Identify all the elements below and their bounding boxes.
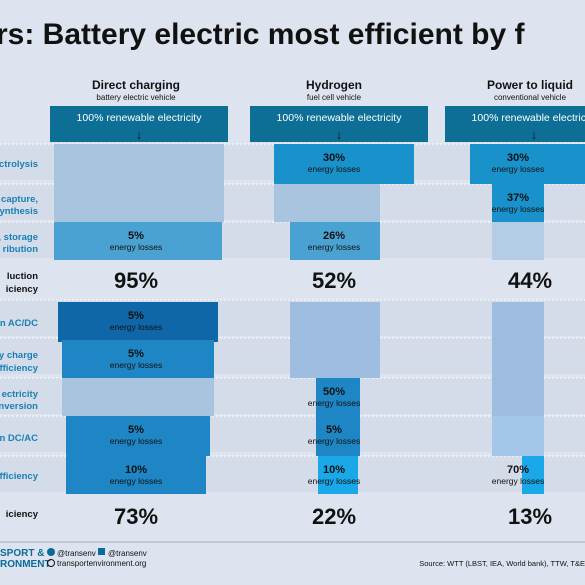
footer-facebook: @transenv: [108, 549, 147, 558]
footer-org-line1: SPORT &: [0, 548, 44, 559]
efficiency-bar: [492, 184, 544, 222]
renewable-header-box: [445, 106, 585, 142]
efficiency-bar: [54, 184, 224, 222]
efficiency-bar: [58, 302, 218, 342]
efficiency-bar: [492, 340, 544, 378]
row-label: on DC/AC: [0, 433, 38, 444]
row-label: , storage: [0, 232, 38, 243]
row-label: nversion: [0, 401, 38, 412]
loss-caption: energy losses: [110, 476, 162, 486]
efficiency-bar: [62, 340, 214, 378]
footer-twitter: @transenv: [57, 549, 96, 558]
footer-org-line2: RONMENT: [0, 559, 51, 570]
efficiency-bar: [492, 378, 544, 418]
loss-value: 5%: [128, 230, 144, 242]
loss-value: 5%: [128, 424, 144, 436]
column-subtitle: battery electric vehicle: [96, 93, 176, 102]
footer-website: transportenvironment.org: [57, 559, 146, 568]
overall-efficiency-value: 22%: [312, 504, 356, 529]
row-label: on AC/DC: [0, 318, 38, 329]
loss-value: 5%: [326, 424, 342, 436]
efficiency-bar: [492, 302, 544, 342]
footer-source: Source: WTT (LBST, IEA, World bank), TTW…: [419, 559, 585, 568]
loss-caption: energy losses: [308, 476, 360, 486]
efficiency-bar: [66, 456, 206, 494]
twitter-icon: [47, 548, 55, 556]
loss-value: 10%: [323, 464, 345, 476]
row-label: ribution: [3, 244, 39, 255]
efficiency-bar: [492, 222, 544, 260]
loss-value: 70%: [507, 464, 529, 476]
loss-caption: energy losses: [110, 322, 162, 332]
efficiency-bar: [522, 456, 544, 494]
loss-caption: energy losses: [308, 436, 360, 446]
loss-caption: energy losses: [492, 476, 544, 486]
row-label: ectricity: [2, 389, 39, 400]
loss-caption: energy losses: [110, 360, 162, 370]
row-label: synthesis: [0, 206, 38, 217]
loss-caption: energy losses: [308, 242, 360, 252]
globe-icon: [47, 559, 55, 567]
chart-title: rs: Battery electric most efficient by f: [0, 18, 526, 51]
efficiency-bar: [316, 416, 360, 456]
loss-caption: energy losses: [492, 204, 544, 214]
efficiency-bar: [290, 302, 380, 340]
production-efficiency-value: 95%: [114, 268, 158, 293]
efficiency-bar: [470, 144, 585, 184]
efficiency-bar: [54, 222, 222, 260]
efficiency-bar: [318, 456, 358, 494]
overall-efficiency-value: 73%: [114, 504, 158, 529]
row-label: capture,: [1, 194, 38, 205]
row-label: fficiency: [0, 363, 39, 374]
loss-value: 30%: [323, 152, 345, 164]
down-arrow-icon: ↓: [336, 127, 343, 142]
efficiency-bar: [290, 222, 380, 260]
loss-value: 50%: [323, 386, 345, 398]
column-title: Direct charging: [92, 78, 180, 92]
renewable-label: 100% renewable electricity: [277, 112, 403, 124]
facebook-icon: [98, 548, 105, 555]
efficiency-bar: [274, 184, 380, 222]
loss-caption: energy losses: [492, 164, 544, 174]
column-subtitle: conventional vehicle: [494, 93, 567, 102]
row-label: iciency: [6, 509, 39, 520]
loss-caption: energy losses: [110, 436, 162, 446]
loss-value: 37%: [507, 192, 529, 204]
production-efficiency-value: 52%: [312, 268, 356, 293]
row-label: fficiency: [0, 471, 39, 482]
loss-value: 30%: [507, 152, 529, 164]
efficiency-bar: [274, 144, 414, 184]
renewable-label: 100% renewable electricity: [472, 112, 585, 124]
renewable-header-box: [50, 106, 228, 142]
efficiency-bar: [492, 416, 544, 456]
renewable-header-box: [250, 106, 428, 142]
column-title: Hydrogen: [306, 78, 362, 92]
production-efficiency-value: 44%: [508, 268, 552, 293]
row-label: ctrolysis: [0, 159, 38, 170]
efficiency-bar: [290, 340, 380, 378]
efficiency-bar: [62, 378, 214, 416]
row-label: luction: [7, 271, 38, 282]
loss-value: 10%: [125, 464, 147, 476]
efficiency-bar: [316, 378, 360, 418]
down-arrow-icon: ↓: [136, 127, 143, 142]
loss-value: 26%: [323, 230, 345, 242]
overall-efficiency-value: 13%: [508, 504, 552, 529]
loss-value: 5%: [128, 310, 144, 322]
renewable-label: 100% renewable electricity: [77, 112, 203, 124]
column-subtitle: fuel cell vehicle: [307, 93, 362, 102]
loss-value: 5%: [128, 348, 144, 360]
loss-caption: energy losses: [308, 398, 360, 408]
efficiency-bar: [66, 416, 210, 456]
down-arrow-icon: ↓: [531, 127, 538, 142]
loss-caption: energy losses: [308, 164, 360, 174]
loss-caption: energy losses: [110, 242, 162, 252]
efficiency-bar: [54, 144, 224, 184]
row-label: y charge: [0, 350, 38, 361]
column-title: Power to liquid: [487, 78, 573, 92]
row-label: iciency: [6, 284, 39, 295]
